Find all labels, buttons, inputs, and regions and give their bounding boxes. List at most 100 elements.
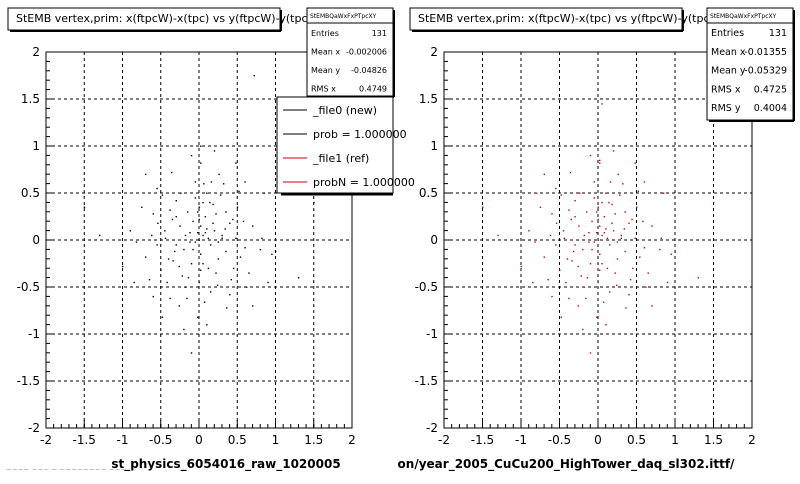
x-axis-title: on/year_2005_CuCu200_HighTower_daq_sl302… (398, 457, 736, 472)
x-tick-label: 1.5 (304, 433, 323, 447)
data-point (187, 211, 189, 213)
stats-name: StEMBQaWxFxPTpcXY (310, 13, 377, 20)
data-point (164, 237, 167, 240)
data-point (535, 192, 538, 194)
x-tick-label: 1.5 (704, 433, 723, 447)
data-point (616, 241, 619, 243)
x-tick-label: 1 (272, 433, 280, 447)
stats-label: Entries (711, 28, 744, 39)
data-point (583, 234, 586, 237)
data-point (215, 272, 217, 274)
data-point (157, 222, 159, 224)
data-point (261, 237, 263, 240)
data-point (253, 75, 255, 77)
data-point (599, 269, 601, 271)
data-point (639, 256, 641, 258)
data-point (203, 301, 206, 303)
y-tick-label: -2 (28, 421, 40, 435)
data-point (605, 192, 607, 194)
data-point (175, 200, 177, 202)
data-point (642, 220, 644, 223)
data-point (99, 234, 101, 237)
data-point (582, 248, 584, 251)
data-point (624, 211, 626, 213)
data-point (595, 316, 598, 318)
data-point (632, 267, 634, 270)
data-point (183, 328, 185, 331)
data-point (198, 206, 200, 208)
data-point (643, 247, 646, 249)
x-tick-label: -0.5 (548, 433, 571, 447)
data-point (156, 244, 158, 246)
data-point (574, 244, 576, 246)
data-point (602, 301, 605, 303)
data-point (216, 284, 219, 287)
data-point (200, 225, 202, 227)
data-point (614, 272, 616, 274)
legend-box (276, 96, 394, 194)
data-point (207, 237, 210, 240)
data-point (245, 286, 248, 288)
data-point (200, 269, 202, 271)
data-point (586, 277, 589, 279)
data-point (597, 206, 599, 208)
y-tick-label: -2 (426, 421, 438, 435)
data-point (583, 286, 586, 288)
data-point (606, 237, 609, 240)
data-point (221, 237, 223, 240)
data-point (637, 190, 639, 193)
stats-label: Mean y (311, 66, 340, 75)
data-point (574, 200, 576, 202)
data-point (603, 231, 606, 234)
data-point (184, 286, 187, 288)
data-point (184, 234, 187, 237)
data-point (213, 150, 216, 152)
data-point (601, 201, 603, 204)
data-point (194, 241, 197, 243)
data-point (207, 267, 210, 270)
data-point (160, 269, 162, 271)
data-point (674, 250, 676, 253)
data-point (543, 256, 545, 258)
stats-label: RMS y (711, 103, 741, 114)
data-point (186, 297, 188, 300)
data-point (555, 222, 558, 224)
legend-label: _file1 (ref) (312, 152, 369, 165)
data-point (609, 181, 612, 183)
stats-value: -0.002006 (346, 48, 387, 57)
data-point (235, 237, 237, 240)
data-point (198, 239, 200, 241)
data-point (190, 263, 193, 265)
data-point (539, 206, 542, 208)
data-point (589, 154, 592, 157)
data-point (169, 209, 171, 211)
data-point (144, 173, 147, 176)
data-point (566, 258, 569, 260)
data-point (593, 181, 596, 183)
data-point (605, 228, 607, 230)
data-point (549, 234, 552, 237)
stats-value: 131 (769, 28, 787, 39)
data-point (593, 241, 596, 243)
data-point (563, 237, 566, 240)
data-point (616, 258, 619, 260)
x-tick-label: 1 (671, 433, 679, 447)
data-point (313, 201, 315, 204)
legend-label: _file0 (new) (312, 104, 377, 117)
data-point (148, 278, 151, 281)
data-point (217, 241, 220, 243)
x-tick-label: 0 (594, 433, 602, 447)
data-point (225, 211, 227, 213)
data-point (219, 194, 222, 196)
data-point (609, 291, 611, 293)
data-point (174, 250, 176, 253)
data-point (204, 231, 207, 234)
data-point (585, 297, 587, 300)
data-point (189, 241, 191, 243)
data-point (192, 220, 194, 223)
data-point (601, 234, 603, 237)
data-point (248, 272, 250, 274)
data-point (202, 263, 204, 265)
